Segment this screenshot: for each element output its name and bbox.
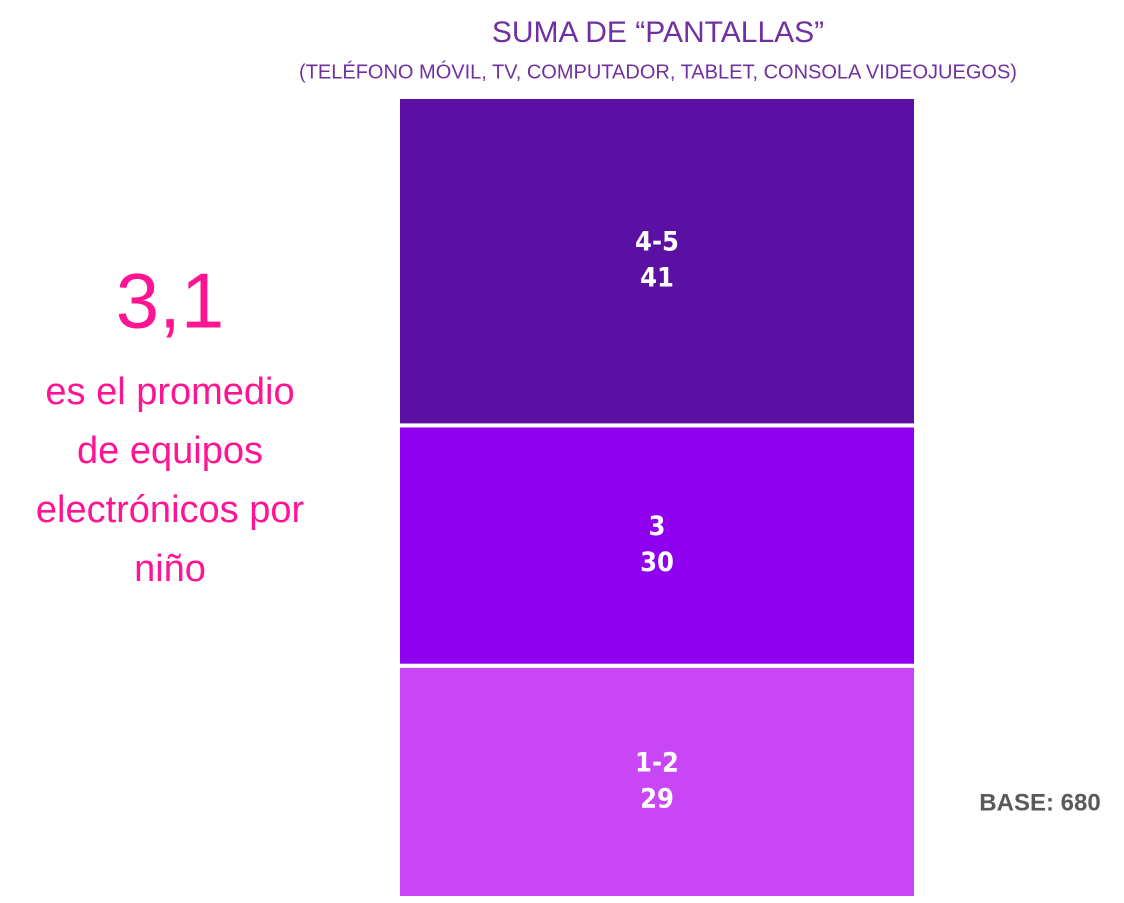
annotation-line: niño — [134, 548, 206, 590]
annotation-headline: 3,1 — [116, 257, 224, 345]
segment-value: 41 — [640, 263, 674, 294]
segment-name: 4-5 — [635, 227, 679, 258]
chart-subtitle: (TELÉFONO MÓVIL, TV, COMPUTADOR, TABLET,… — [299, 60, 1017, 83]
bar-segment — [396, 663, 918, 901]
segment-value: 29 — [640, 783, 674, 814]
base-note: BASE: 680 — [979, 789, 1100, 816]
segment-name: 1-2 — [635, 747, 679, 778]
segment-value: 30 — [640, 547, 674, 578]
annotation-line: electrónicos por — [36, 489, 305, 531]
bar-segment — [396, 423, 918, 668]
chart-title: SUMA DE “PANTALLAS” — [492, 16, 824, 49]
annotation-line: es el promedio — [45, 371, 294, 413]
annotation-line: de equipos — [77, 430, 263, 472]
segment-name: 3 — [649, 511, 666, 542]
bar-segment — [396, 95, 918, 428]
